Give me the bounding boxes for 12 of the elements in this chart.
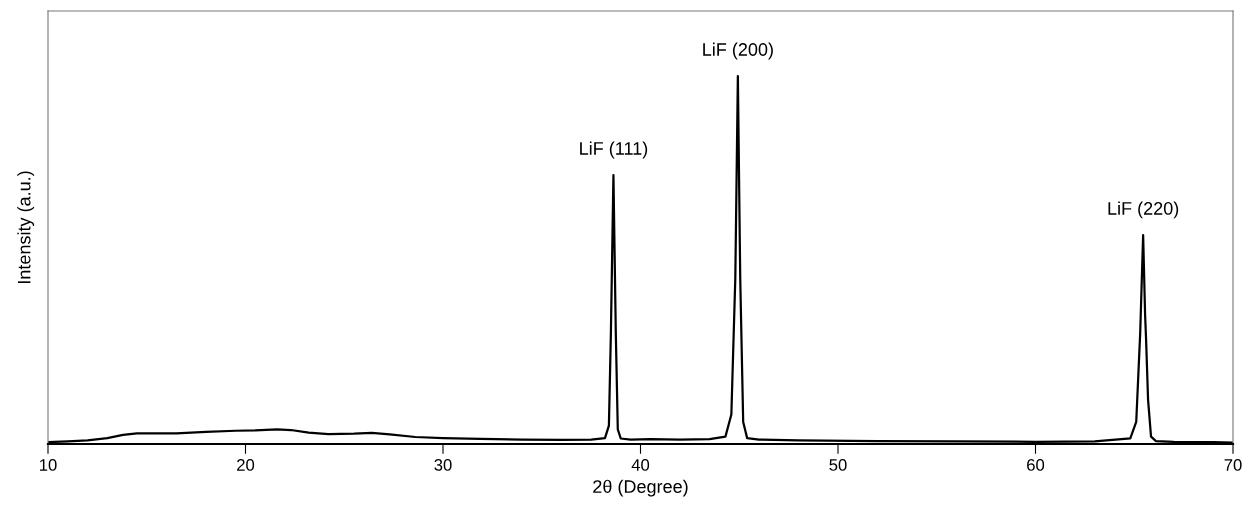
annotation: LiF (111) bbox=[580, 141, 648, 159]
x-tick-label: 50 bbox=[829, 459, 847, 471]
x-tick-label: 30 bbox=[434, 459, 452, 471]
annotation: LiF (220) bbox=[1108, 201, 1179, 219]
x-tick-label: 40 bbox=[631, 459, 650, 471]
x-axis-title: 2θ (Degree) bbox=[593, 479, 688, 497]
x-tick-label: 70 bbox=[1224, 459, 1242, 471]
x-tick-label: 60 bbox=[1027, 459, 1045, 471]
x-tick-label: 20 bbox=[237, 459, 255, 471]
x-tick-label: 10 bbox=[40, 459, 57, 471]
y-axis-title: Intensity (a.u.) bbox=[17, 171, 35, 284]
annotation: LiF (200) bbox=[703, 42, 773, 60]
